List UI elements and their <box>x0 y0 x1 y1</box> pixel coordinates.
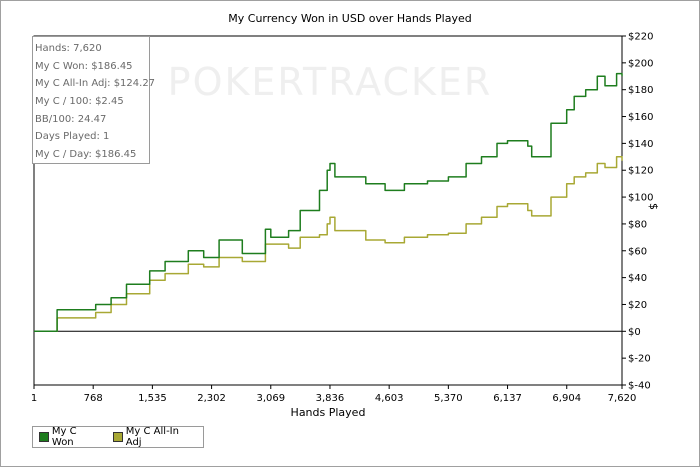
x-tick-label: 768 <box>84 393 103 404</box>
y-tick-label: $180 <box>628 85 653 96</box>
x-tick-label: 7,620 <box>608 393 637 404</box>
y-tick-label: $140 <box>628 139 653 150</box>
plot-area <box>33 35 623 386</box>
x-tick-label: 3,069 <box>256 393 285 404</box>
y-tick-label: $220 <box>628 32 653 43</box>
x-tick-label: 5,370 <box>434 393 463 404</box>
stat-hands: Hands: 7,620 <box>35 43 102 54</box>
x-tick-label: 3,836 <box>316 393 345 404</box>
axes: $220 $200 $180 $160 $140 $120 $100 $80 $60 $40 $20… <box>31 32 654 405</box>
x-tick-label: 6,904 <box>552 393 581 404</box>
x-tick-label: 1 <box>31 393 37 404</box>
y-axis-label: $ <box>647 203 660 210</box>
x-tick-label: 2,302 <box>197 393 226 404</box>
legend-label-won: My C Won <box>51 426 77 448</box>
stat-won: My C Won: $186.45 <box>35 60 133 72</box>
stats-box: Hands: 7,620 My C Won: $186.45 My C All-… <box>32 36 156 164</box>
x-axis-label: Hands Played <box>290 406 366 419</box>
y-tick-label: $120 <box>628 166 653 177</box>
series-line-allin-adj <box>34 156 623 333</box>
x-tick-label: 1,535 <box>138 393 167 404</box>
y-tick-label: $20 <box>628 300 647 311</box>
legend-swatch-allin <box>112 432 123 442</box>
legend: My C Won My C All-In Adj <box>32 426 204 448</box>
series-line-won <box>34 72 623 333</box>
legend-swatch-won <box>39 432 49 442</box>
stat-days-played: Days Played: 1 <box>35 131 110 143</box>
stat-bb-100: BB/100: 24.47 <box>35 113 107 125</box>
y-tick-label: $40 <box>628 273 647 284</box>
stat-per-day: My C / Day: $186.45 <box>35 149 137 161</box>
watermark: POKERTRACKER <box>168 60 493 104</box>
y-tick-label: $-20 <box>628 354 651 365</box>
x-tick-label: 4,603 <box>375 393 404 404</box>
stat-per-100: My C / 100: $2.45 <box>35 96 124 108</box>
y-tick-label: $200 <box>628 58 653 69</box>
y-tick-label: $0 <box>628 327 641 338</box>
chart-title: My Currency Won in USD over Hands Played <box>228 12 472 25</box>
y-tick-label: $100 <box>628 193 653 204</box>
y-tick-label: $-40 <box>628 381 651 392</box>
y-tick-label: $80 <box>628 219 647 230</box>
legend-item-allin: My C All-In Adj <box>112 426 197 448</box>
series-layer <box>34 72 623 333</box>
y-tick-label: $160 <box>628 112 653 123</box>
legend-label-allin: My C All-In Adj <box>125 426 179 448</box>
legend-item-won: My C Won <box>39 426 101 448</box>
stat-allin-adj: My C All-In Adj: $124.27 <box>35 78 156 90</box>
x-tick-label: 6,137 <box>493 393 522 404</box>
y-tick-label: $60 <box>628 246 647 257</box>
